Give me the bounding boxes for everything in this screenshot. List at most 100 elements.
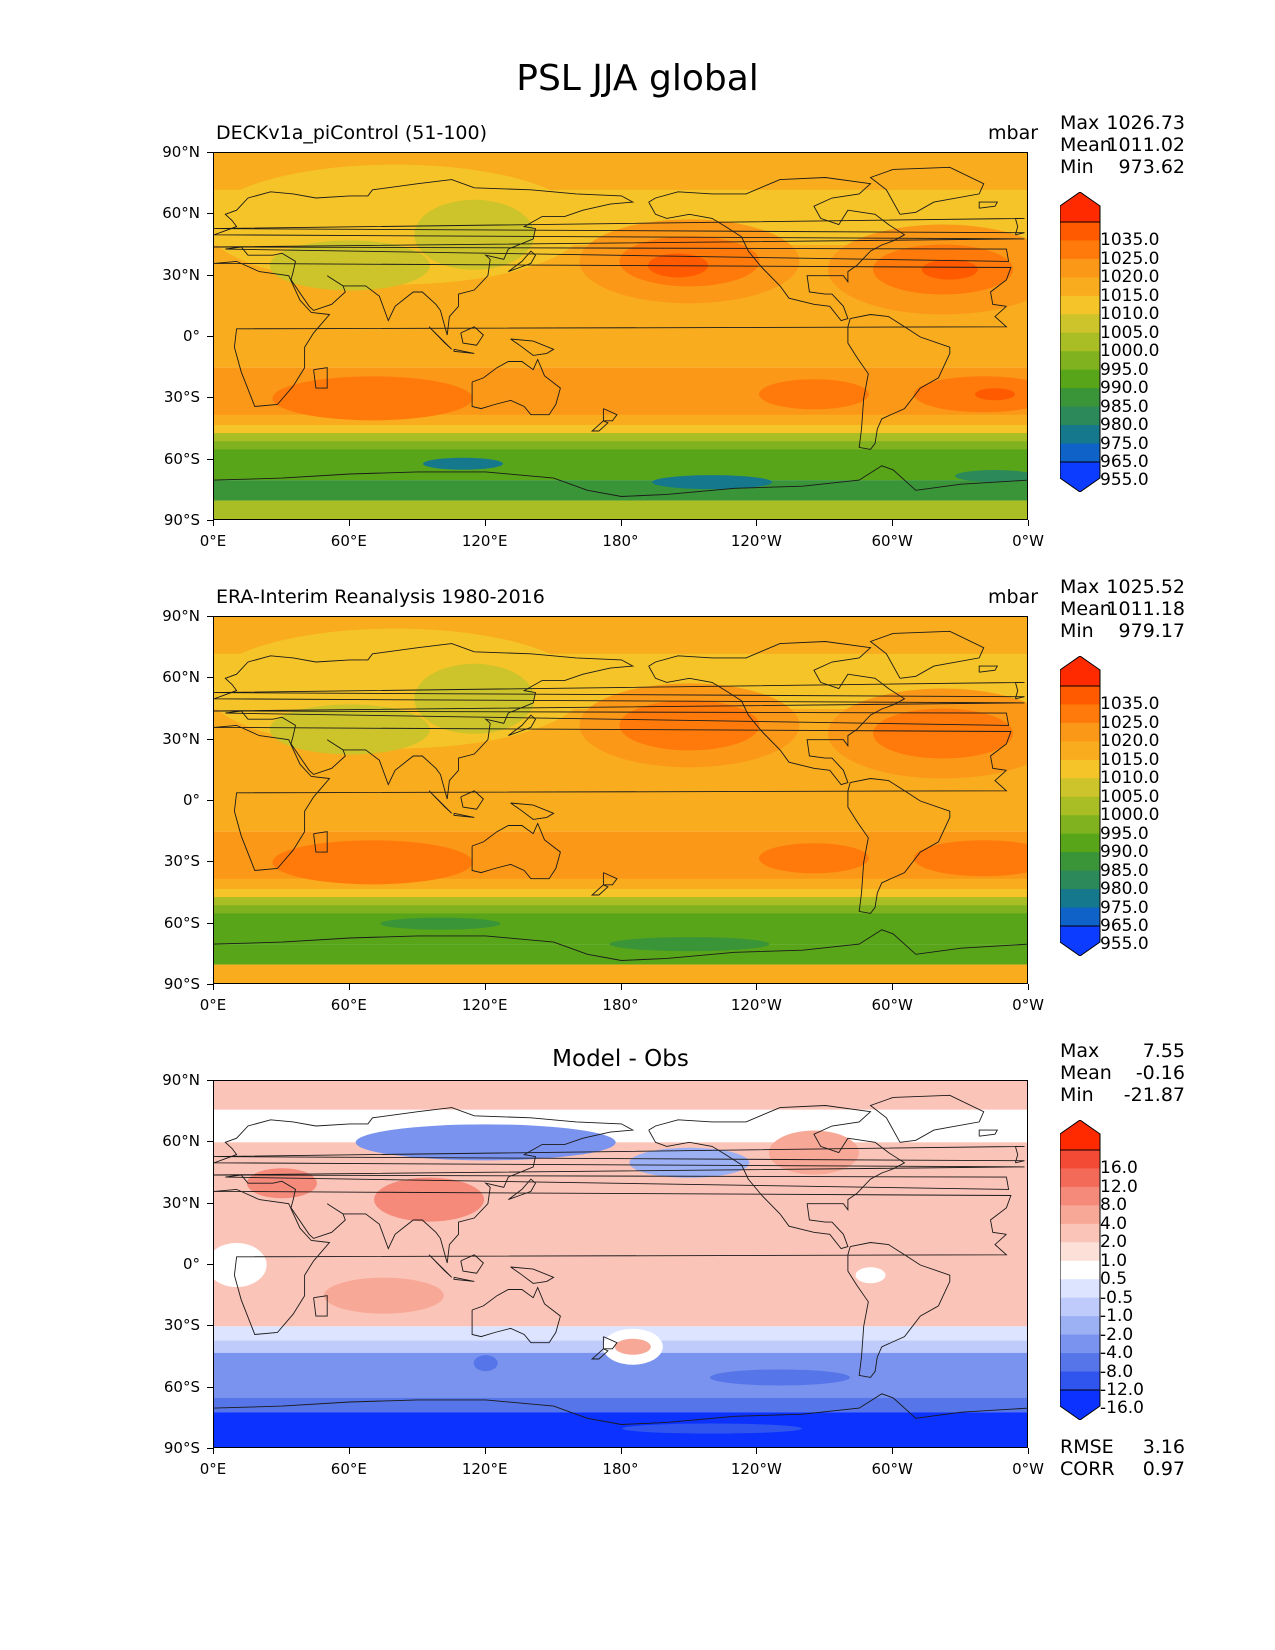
colorbar-segment [1060,406,1100,426]
field-contour [423,457,504,470]
x-tick-mark [756,1448,758,1454]
x-tick-mark [348,1448,350,1454]
field-contour [473,1355,498,1372]
colorbar-segment [1060,369,1100,389]
panel-title: Model - Obs [552,1046,689,1072]
colorbar-tick-label: -0.5 [1100,1287,1134,1308]
field-band [214,888,1027,900]
y-tick-mark [207,274,213,276]
field-contour [913,840,1027,877]
colorbar-segment [1060,1334,1100,1354]
metric-value: 0.97 [1142,1458,1185,1480]
colorbar-segment [1060,870,1100,890]
colorbar-segment [1060,295,1100,315]
colorbar-segment [1060,686,1100,705]
stat-label: Max [1060,112,1100,134]
field-contour [614,1338,651,1355]
x-tick-mark [213,1448,214,1454]
x-tick-mark [892,984,894,990]
x-tick-label: 0°E [199,532,227,550]
stat-value: 1025.52 [1106,576,1185,598]
figure-title: PSL JJA global [516,58,759,99]
coastline [460,1254,484,1274]
colorbar-segment [1060,1168,1100,1188]
stat-value: 979.17 [1118,620,1185,642]
stat-mean: Mean 1011.18 [1060,598,1185,620]
field-contour [975,388,1016,401]
field-band [214,441,1027,452]
stat-mean: Mean -0.16 [1060,1062,1185,1084]
stat-label: Min [1060,620,1094,642]
field-band [214,1412,1027,1447]
coastline [214,681,1025,700]
colorbar-tick-label: 980.0 [1100,415,1149,436]
colorbar-segment [1060,425,1100,445]
field-contour [355,1124,616,1161]
colorbar-tick-label: 1035.0 [1100,694,1160,715]
y-tick-label: 30°N [162,265,200,284]
y-tick-mark [207,213,213,215]
x-tick-label: 120°E [461,532,508,550]
colorbar-extend-max [1060,1120,1101,1151]
coastline [602,872,618,886]
field-band [214,433,1027,444]
colorbar-segment [1060,258,1100,278]
coastline [590,420,609,432]
y-tick-mark [207,1325,213,1327]
colorbar-segment [1060,759,1100,779]
y-tick-label: 60°N [162,204,200,223]
coastline [648,641,906,786]
coastline [214,1188,1012,1335]
colorbar-tick-label: 975.0 [1100,433,1149,454]
field-contour [374,1177,485,1222]
x-tick-mark [213,520,214,526]
y-tick-label: 0° [182,791,200,809]
stat-label: Max [1060,576,1100,598]
field-contour [872,708,1013,759]
coastline [428,790,453,814]
colorbar-segment [1060,815,1100,835]
coastline [510,1266,555,1284]
field-contour [609,937,770,952]
x-tick-mark [756,520,758,526]
map-field [214,1081,1027,1447]
colorbar-segment [1060,240,1100,260]
field-contour [768,1130,859,1175]
field-contour [619,700,760,751]
colorbar-segment [1060,778,1100,798]
coastline [508,250,537,273]
colorbar-segment [1060,1150,1100,1169]
field-band [214,480,1027,501]
colorbar-segment [1060,1205,1100,1225]
x-tick-mark [620,520,622,526]
x-tick-label: 0°E [199,1460,227,1478]
x-tick-mark [348,984,350,990]
stat-value: 973.62 [1118,156,1185,178]
coastline [508,1178,537,1201]
x-tick-mark [1028,520,1029,526]
metric-label: CORR [1060,1458,1115,1480]
coastline [214,724,1012,871]
y-tick-label: 60°S [163,913,200,932]
coastline [648,1105,906,1250]
colorbar-segment [1060,314,1100,334]
map-plot [213,616,1028,984]
y-tick-label: 0° [182,1255,200,1273]
x-tick-label: 120°W [730,996,782,1014]
stat-max: Max 7.55 [1060,1040,1185,1062]
x-tick-mark [213,984,214,990]
colorbar-segment [1060,351,1100,371]
field-band [214,500,1027,519]
x-tick-label: 0°W [1012,1460,1044,1478]
field-contour [272,840,473,885]
x-tick-mark [484,1448,486,1454]
field-contour [855,1267,886,1284]
colorbar-tick-label: -4.0 [1100,1343,1134,1364]
coastline [460,790,484,810]
colorbar-tick-label: 12.0 [1100,1176,1138,1197]
metric-label: RMSE [1060,1436,1114,1458]
colorbar-tick-label: 980.0 [1100,879,1149,900]
coastline [214,1393,1027,1425]
